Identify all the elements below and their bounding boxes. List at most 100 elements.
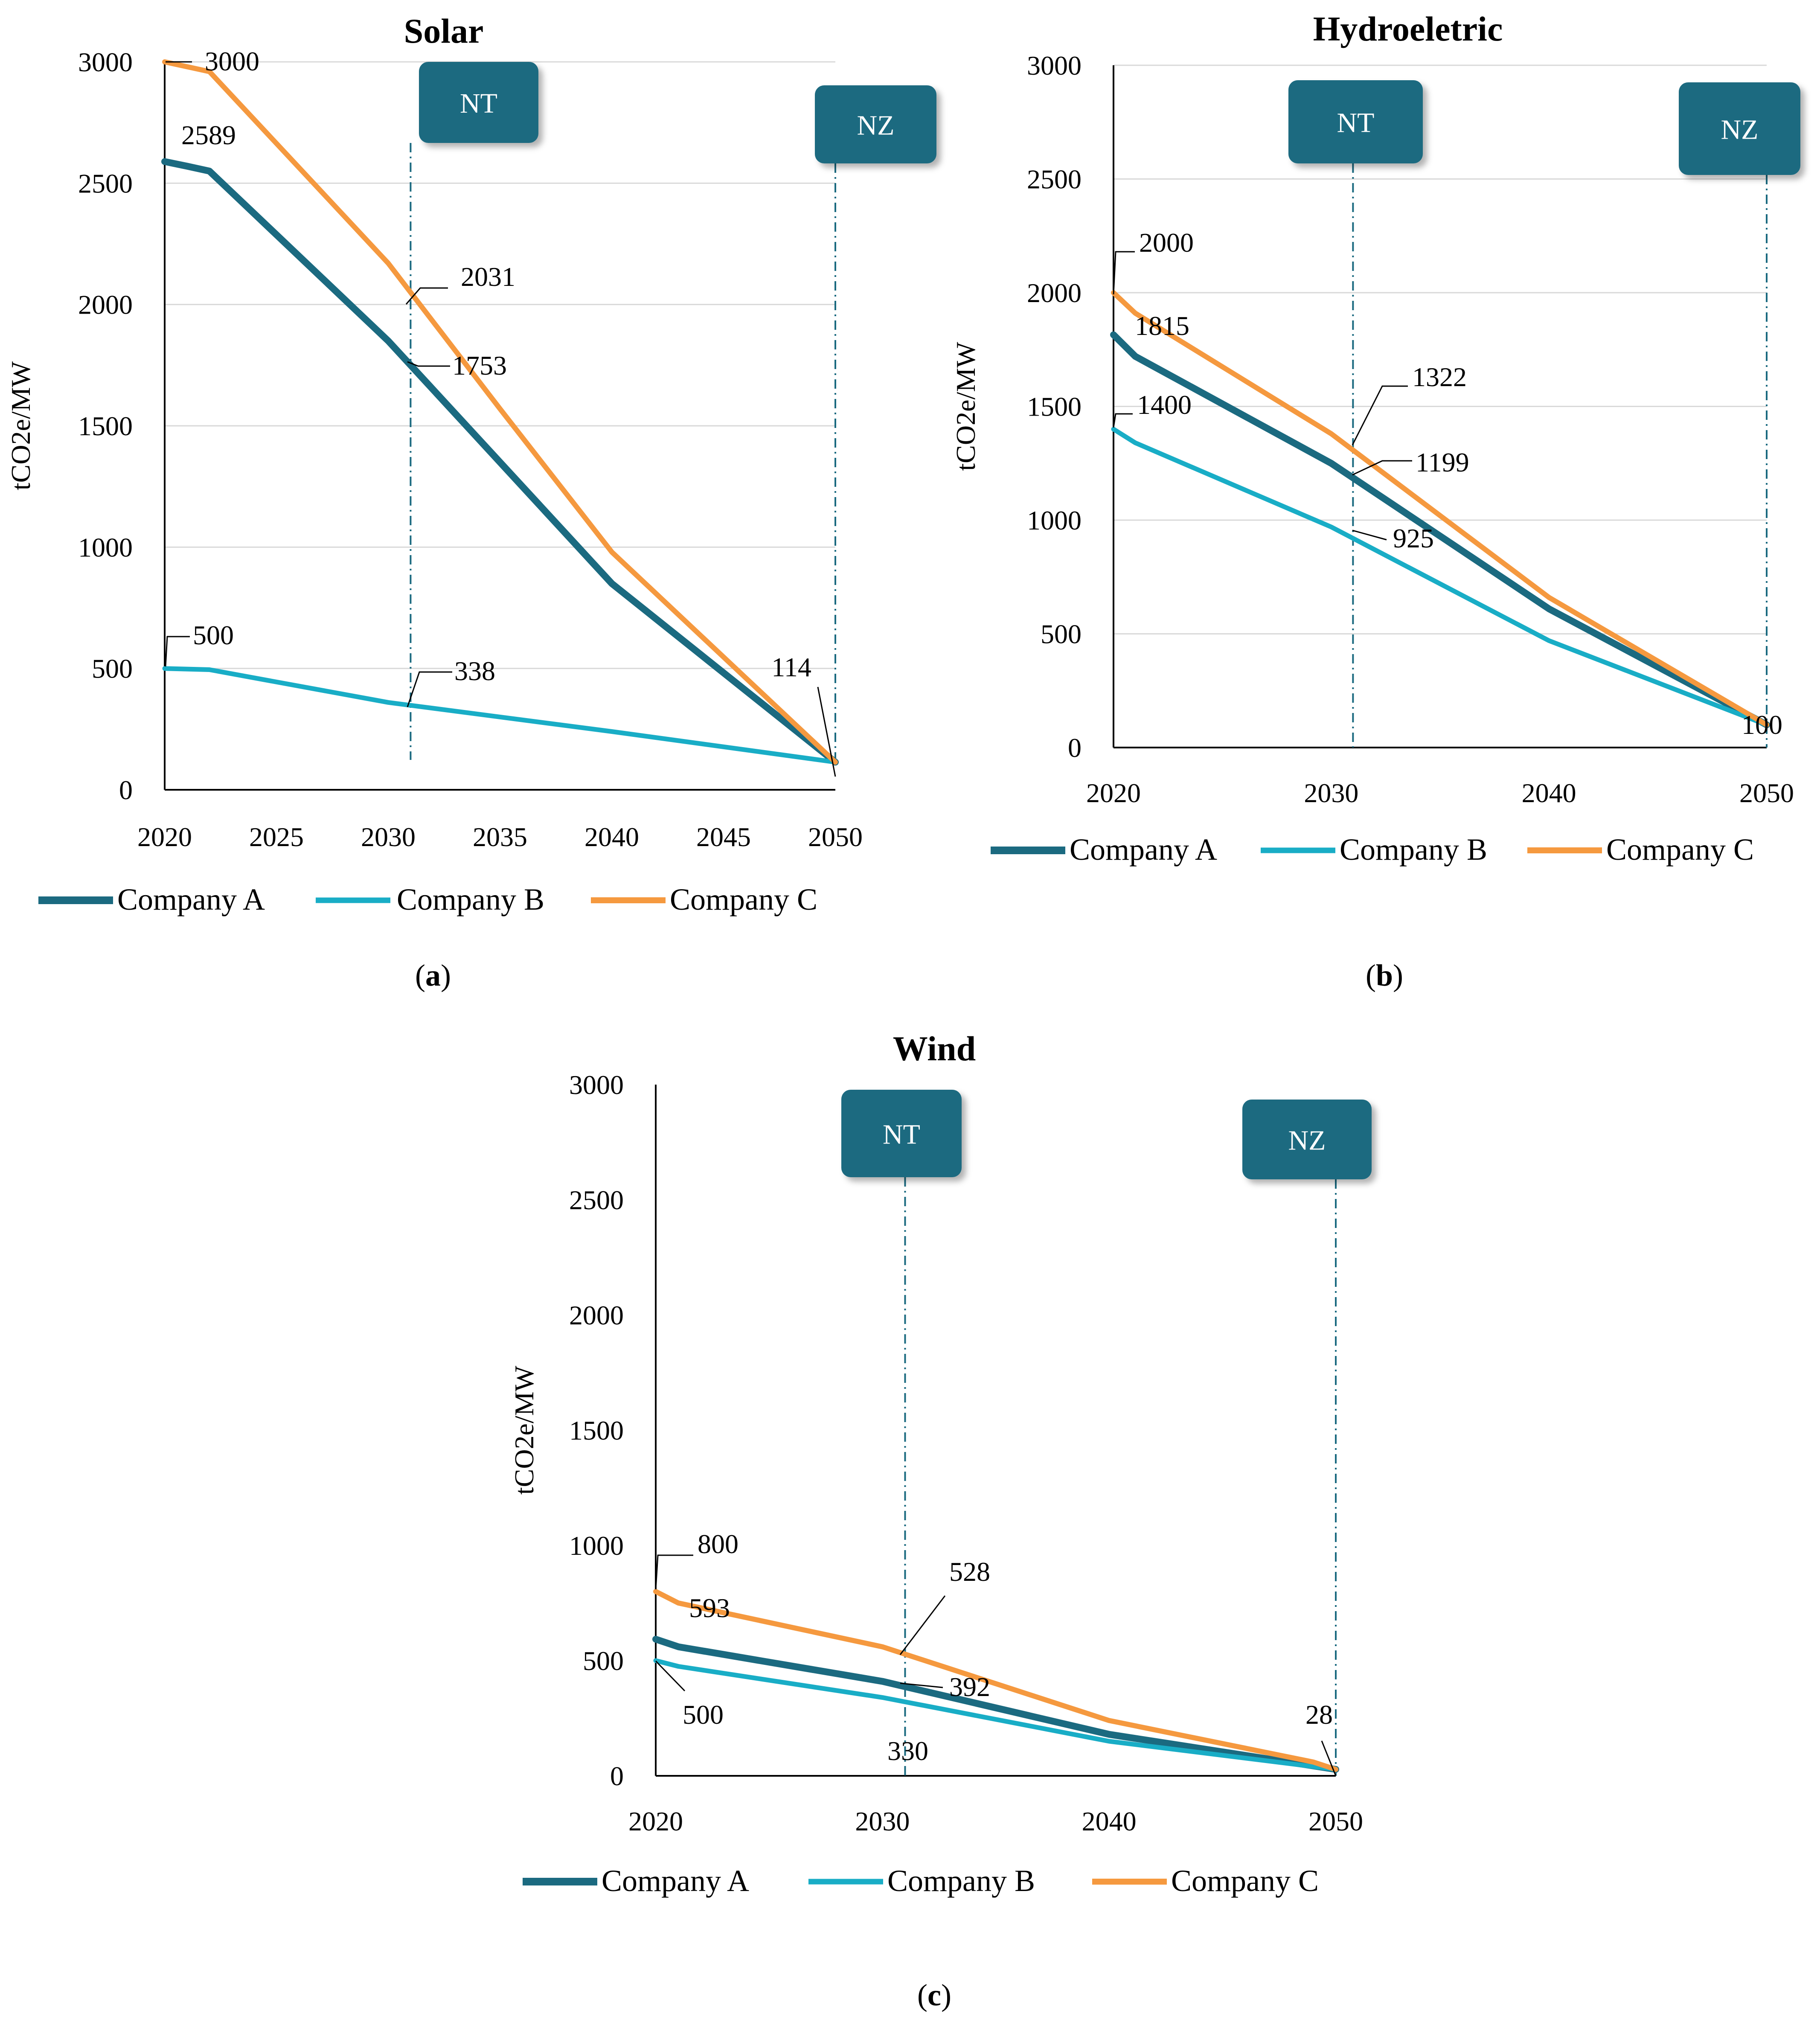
annotation-leader — [655, 1554, 693, 1590]
data-label: 593 — [689, 1593, 730, 1623]
y-tick-label: 2500 — [78, 168, 133, 198]
marker-box-nt — [1288, 80, 1423, 163]
series-line-company-b — [653, 1658, 1338, 1772]
y-tick-label: 0 — [119, 775, 133, 805]
x-tick-label: 2030 — [1304, 778, 1358, 808]
annotation-leader — [1113, 413, 1133, 428]
legend-item-company-a: Company A — [1070, 832, 1217, 867]
y-tick-label: 0 — [1068, 733, 1082, 763]
data-label: 28 — [1305, 1699, 1333, 1730]
legend-item-company-b: Company B — [1340, 832, 1487, 867]
annotation-leader — [1113, 251, 1135, 295]
legend-item-company-c: Company C — [1171, 1864, 1319, 1898]
y-tick-label: 3000 — [1027, 50, 1082, 81]
marker-box-nt — [419, 62, 538, 143]
y-axis-label: tCO2e/MW — [6, 361, 36, 490]
x-tick-label: 2040 — [584, 822, 639, 852]
figure-caption: (a) — [415, 958, 451, 992]
marker-box-nz — [1242, 1100, 1372, 1179]
x-tick-label: 2030 — [361, 822, 416, 852]
series-line-company-c — [162, 59, 838, 765]
data-label: 2589 — [181, 120, 236, 150]
legend-item-company-b: Company B — [887, 1864, 1035, 1898]
series-line-company-a — [652, 1635, 1339, 1773]
annotation-leader — [817, 687, 836, 777]
data-label: 925 — [1393, 523, 1434, 553]
data-label: 800 — [698, 1529, 738, 1559]
y-tick-label: 1500 — [78, 411, 133, 441]
series-line-company-a — [1110, 331, 1770, 728]
marker-box-nz — [1679, 82, 1800, 175]
y-tick-label: 1000 — [1027, 505, 1082, 535]
marker-label-nt: NT — [1337, 108, 1375, 139]
legend-item-company-a: Company A — [602, 1864, 749, 1898]
annotation-leader — [1352, 385, 1408, 445]
y-tick-label: 3000 — [569, 1070, 624, 1100]
series-line-company-c — [1111, 290, 1769, 727]
marker-label-nz: NZ — [857, 110, 895, 141]
annotation-leader — [1352, 460, 1412, 476]
x-tick-label: 2020 — [1086, 778, 1141, 808]
data-label: 2000 — [1139, 227, 1194, 258]
series-line-company-b — [162, 666, 838, 765]
figure-caption: (b) — [1366, 958, 1403, 992]
y-tick-label: 1500 — [1027, 392, 1082, 422]
chart-title: Hydroeletric — [1313, 9, 1503, 48]
annotation-leader — [165, 636, 190, 667]
y-tick-label: 2000 — [78, 290, 133, 320]
chart-b: 0 500 1000 1500 2000 2500 3000 2020 2030 2040 2050… — [951, 9, 1800, 992]
x-tick-label: 2020 — [628, 1806, 683, 1836]
y-axis-label: tCO2e/MW — [951, 342, 981, 471]
marker-box-nt — [841, 1090, 962, 1177]
legend-item-company-c: Company C — [1606, 832, 1754, 867]
data-label: 3000 — [205, 46, 259, 76]
y-tick-label: 500 — [92, 654, 133, 684]
data-label: 114 — [771, 652, 811, 682]
x-tick-label: 2025 — [249, 822, 304, 852]
y-tick-label: 2000 — [1027, 278, 1082, 308]
x-tick-label: 2045 — [696, 822, 751, 852]
marker-label-nt: NT — [883, 1119, 920, 1150]
chart-title: Wind — [893, 1029, 976, 1068]
data-label: 500 — [683, 1699, 724, 1730]
data-label: 1400 — [1137, 390, 1192, 420]
y-tick-label: 1000 — [569, 1530, 624, 1561]
data-label: 338 — [454, 656, 495, 686]
marker-label-nz: NZ — [1288, 1125, 1326, 1156]
y-tick-label: 1500 — [569, 1415, 624, 1446]
data-label: 1815 — [1135, 311, 1189, 341]
x-tick-label: 2050 — [1739, 778, 1794, 808]
chart-c: 0 500 1000 1500 2000 2500 3000 2020 2030 2040 2050… — [509, 1029, 1372, 2012]
series-line-company-c — [653, 1589, 1338, 1772]
series-line-company-b — [1111, 427, 1769, 727]
y-tick-label: 0 — [610, 1761, 624, 1791]
series-line-company-a — [161, 158, 839, 766]
x-tick-label: 2040 — [1522, 778, 1576, 808]
y-tick-label: 2500 — [569, 1185, 624, 1215]
data-label: 1753 — [452, 350, 507, 381]
x-tick-label: 2030 — [855, 1806, 910, 1836]
x-tick-label: 2035 — [473, 822, 527, 852]
legend-item-company-c: Company C — [670, 882, 817, 916]
data-label: 528 — [949, 1557, 990, 1587]
annotation-leader — [407, 671, 452, 707]
y-tick-label: 2000 — [569, 1300, 624, 1330]
chart-a: 0 500 1000 1500 2000 2500 3000 2020 2025 2030 2035… — [6, 12, 936, 992]
annotation-leader — [407, 361, 450, 367]
chart-title: Solar — [404, 12, 484, 50]
legend-item-company-b: Company B — [397, 882, 544, 916]
x-tick-label: 2020 — [137, 822, 192, 852]
annotation-leader — [900, 1682, 943, 1688]
figure-caption: (c) — [917, 1978, 951, 2012]
annotation-leader — [899, 1595, 946, 1655]
marker-label-nz: NZ — [1721, 114, 1759, 145]
annotation-leader — [1352, 530, 1387, 541]
data-label: 1199 — [1416, 447, 1469, 477]
marker-box-nz — [815, 85, 936, 163]
annotation-leader — [655, 1660, 686, 1692]
annotation-leader — [405, 287, 448, 305]
data-label: 500 — [193, 620, 234, 650]
y-tick-label: 1000 — [78, 532, 133, 562]
data-label: 100 — [1742, 710, 1782, 740]
